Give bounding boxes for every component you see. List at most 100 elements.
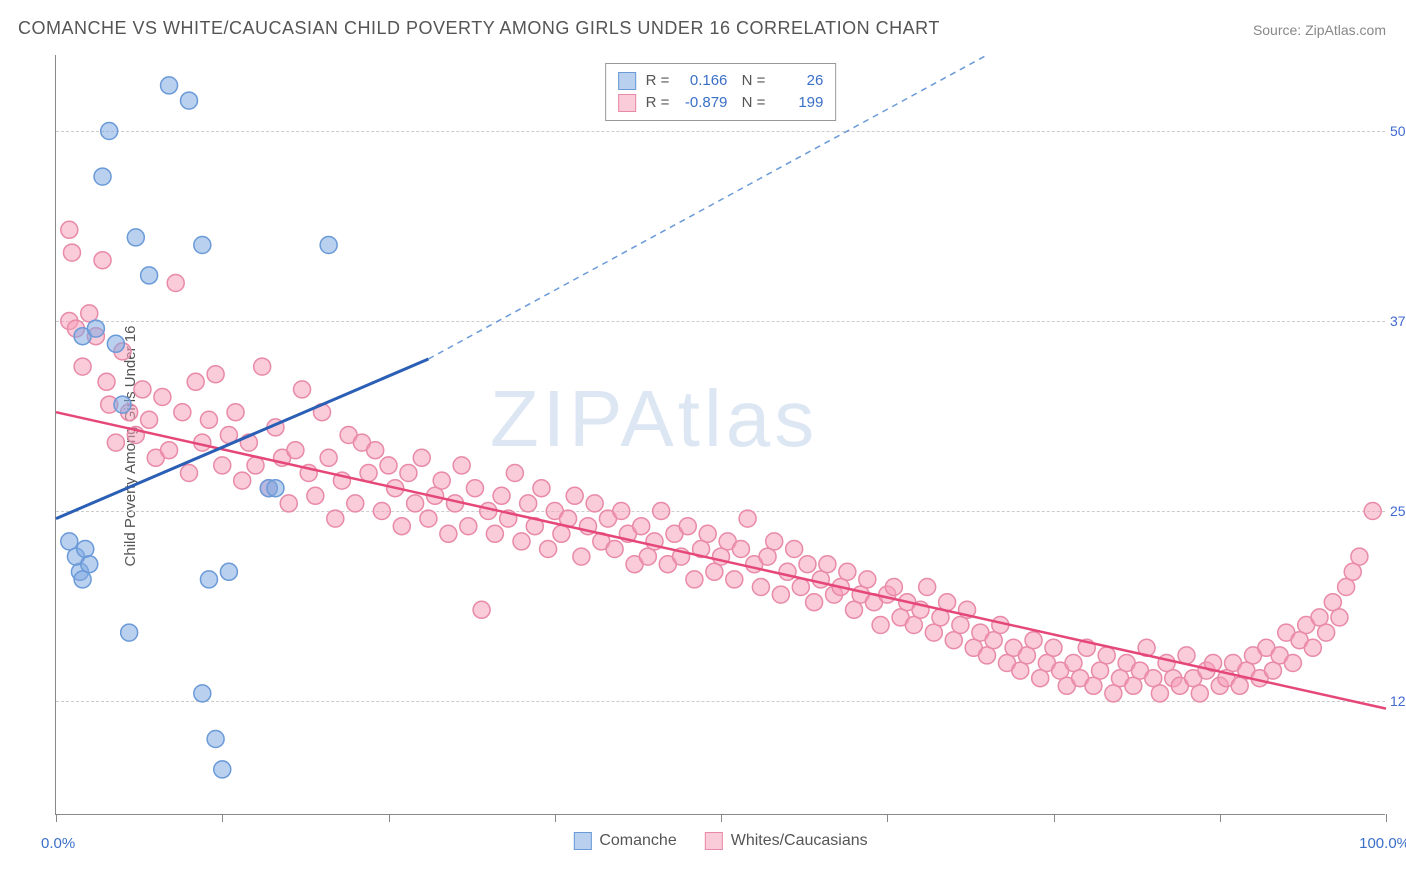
data-point xyxy=(141,267,158,284)
data-point xyxy=(367,442,384,459)
data-point xyxy=(905,617,922,634)
data-point xyxy=(420,510,437,527)
data-point xyxy=(586,495,603,512)
data-point xyxy=(1105,685,1122,702)
data-point xyxy=(433,472,450,489)
data-point xyxy=(1231,677,1248,694)
data-point xyxy=(267,480,284,497)
data-point xyxy=(1351,548,1368,565)
data-point xyxy=(440,525,457,542)
y-tick-label: 25.0% xyxy=(1390,503,1406,519)
data-point xyxy=(161,77,178,94)
data-point xyxy=(1178,647,1195,664)
data-point xyxy=(214,457,231,474)
data-point xyxy=(945,632,962,649)
data-point xyxy=(772,586,789,603)
series-legend: Comanche Whites/Caucasians xyxy=(573,832,867,850)
chart-title: COMANCHE VS WHITE/CAUCASIAN CHILD POVERT… xyxy=(18,18,940,39)
data-point xyxy=(919,579,936,596)
data-point xyxy=(1032,670,1049,687)
data-point xyxy=(885,579,902,596)
legend-label-series2: Whites/Caucasians xyxy=(731,832,868,850)
legend-item-series2: Whites/Caucasians xyxy=(705,832,868,850)
data-point xyxy=(174,404,191,421)
data-point xyxy=(686,571,703,588)
data-point xyxy=(606,541,623,558)
data-point xyxy=(87,320,104,337)
data-point xyxy=(141,411,158,428)
data-point xyxy=(181,92,198,109)
x-axis-max-label: 100.0% xyxy=(1359,835,1406,852)
data-point xyxy=(506,465,523,482)
data-point xyxy=(234,472,251,489)
data-point xyxy=(806,594,823,611)
data-point xyxy=(81,305,98,322)
data-point xyxy=(839,563,856,580)
data-point xyxy=(1098,647,1115,664)
legend-swatch-series1-icon xyxy=(573,832,591,850)
data-point xyxy=(533,480,550,497)
data-point xyxy=(227,404,244,421)
data-point xyxy=(320,237,337,254)
data-point xyxy=(706,563,723,580)
data-point xyxy=(121,624,138,641)
data-point xyxy=(207,366,224,383)
data-point xyxy=(214,761,231,778)
data-point xyxy=(280,495,297,512)
data-point xyxy=(1364,503,1381,520)
data-point xyxy=(1025,632,1042,649)
data-point xyxy=(1151,685,1168,702)
data-point xyxy=(1304,639,1321,656)
data-point xyxy=(200,571,217,588)
data-point xyxy=(107,434,124,451)
data-point xyxy=(633,518,650,535)
data-point xyxy=(1145,670,1162,687)
data-point xyxy=(254,358,271,375)
data-point xyxy=(200,411,217,428)
x-tick xyxy=(1386,814,1387,822)
data-point xyxy=(726,571,743,588)
x-tick xyxy=(555,814,556,822)
data-point xyxy=(566,487,583,504)
data-point xyxy=(453,457,470,474)
data-point xyxy=(540,541,557,558)
data-point xyxy=(752,579,769,596)
data-point xyxy=(98,373,115,390)
data-point xyxy=(167,275,184,292)
data-point xyxy=(360,465,377,482)
data-point xyxy=(759,548,776,565)
data-point xyxy=(187,373,204,390)
data-point xyxy=(307,487,324,504)
data-point xyxy=(181,465,198,482)
y-tick-label: 37.5% xyxy=(1390,313,1406,329)
data-point xyxy=(1045,639,1062,656)
x-tick xyxy=(1220,814,1221,822)
data-point xyxy=(486,525,503,542)
data-point xyxy=(1311,609,1328,626)
data-point xyxy=(1324,594,1341,611)
legend-swatch-series2-icon xyxy=(705,832,723,850)
x-tick xyxy=(222,814,223,822)
data-point xyxy=(407,495,424,512)
x-tick xyxy=(887,814,888,822)
trend-line xyxy=(56,412,1386,708)
data-point xyxy=(819,556,836,573)
data-point xyxy=(872,617,889,634)
data-point xyxy=(1264,662,1281,679)
data-point xyxy=(1125,677,1142,694)
data-point xyxy=(1012,662,1029,679)
y-tick-label: 50.0% xyxy=(1390,123,1406,139)
data-point xyxy=(812,571,829,588)
data-point xyxy=(161,442,178,459)
data-point xyxy=(154,389,171,406)
data-point xyxy=(786,541,803,558)
data-point xyxy=(127,229,144,246)
data-point xyxy=(94,168,111,185)
data-point xyxy=(327,510,344,527)
data-point xyxy=(1085,677,1102,694)
data-point xyxy=(859,571,876,588)
data-point xyxy=(553,525,570,542)
data-point xyxy=(473,601,490,618)
data-point xyxy=(77,541,94,558)
data-point xyxy=(939,594,956,611)
